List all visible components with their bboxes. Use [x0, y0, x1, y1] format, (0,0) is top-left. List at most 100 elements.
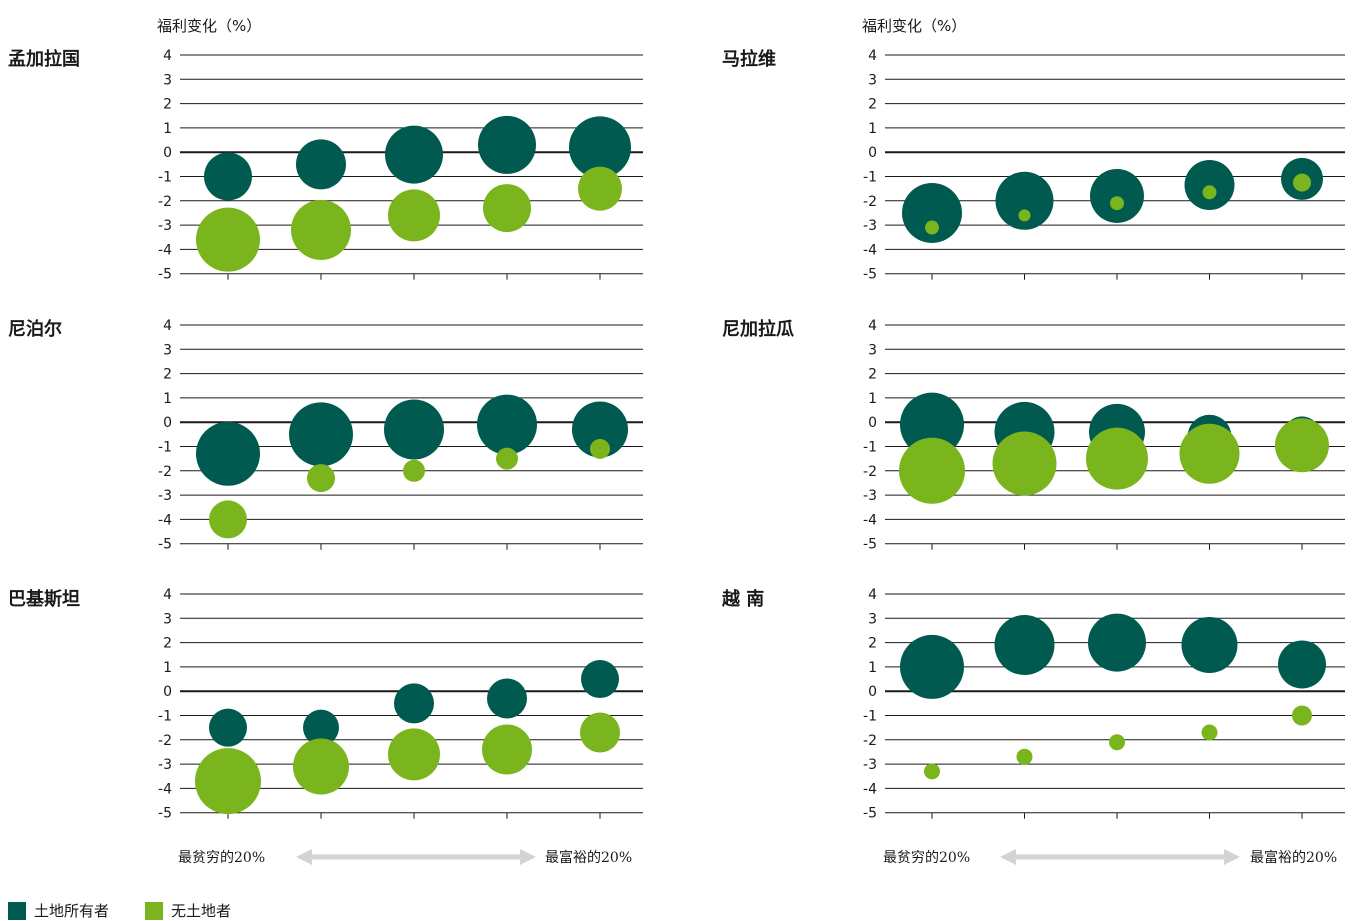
- y-tick-label: 1: [163, 121, 172, 137]
- poorest-label: 最贫穷的20%: [883, 850, 970, 866]
- y-tick-label: -2: [863, 733, 877, 749]
- landless-bubble: [403, 459, 425, 482]
- landowner-bubble: [384, 399, 444, 460]
- y-tick-label: -4: [158, 512, 172, 528]
- landowner-bubble: [394, 683, 434, 724]
- y-tick-label: -5: [863, 267, 877, 283]
- y-tick-label: 2: [163, 97, 172, 113]
- landless-bubble: [925, 220, 939, 235]
- y-tick-label: -1: [863, 440, 877, 456]
- y-tick-label: 2: [868, 367, 877, 383]
- y-tick-label: -1: [863, 170, 877, 186]
- landless-bubble: [195, 748, 261, 815]
- landowner-bubble: [900, 634, 964, 699]
- y-tick-label: 2: [868, 636, 877, 652]
- y-tick-label: 3: [163, 342, 172, 358]
- y-tick-label: -1: [158, 170, 172, 186]
- chart-panel: 巴基斯坦 4 3 2 1 0 -1 -2 -3 -4 -5: [8, 587, 643, 822]
- y-tick-label: -4: [863, 512, 877, 528]
- y-tick-label: -1: [158, 709, 172, 725]
- arrow-right-head: [520, 849, 536, 865]
- y-tick-label: -2: [158, 733, 172, 749]
- chart-panel: 越 南 4 3 2 1 0 -1 -2 -3 -4 -5: [721, 587, 1345, 822]
- legend-label-landowner: 土地所有者: [34, 902, 110, 920]
- legend-swatch-landowner: [8, 901, 26, 920]
- y-tick-label: 4: [163, 587, 172, 603]
- landowner-bubble: [385, 125, 443, 184]
- landless-bubble: [578, 166, 622, 211]
- y-tick-label: -3: [863, 218, 877, 234]
- panel-title: 尼加拉瓜: [722, 318, 794, 340]
- legend-item-landowner: 土地所有者: [8, 900, 109, 921]
- landless-bubble: [899, 437, 965, 504]
- y-tick-label: -4: [863, 242, 877, 258]
- bubble-chart-grid: 孟加拉国 福利变化（%） 4 3 2 1 0 -1 -2 -3 -4 -5 马拉维 福利变化（%） 4 3 2 1…: [8, 17, 1345, 866]
- panel-title: 马拉维: [722, 48, 776, 70]
- landless-bubble: [590, 438, 610, 459]
- arrow-right-head: [1224, 849, 1240, 865]
- y-tick-label: -4: [863, 781, 877, 797]
- landowner-bubble: [196, 421, 260, 486]
- y-tick-label: -4: [158, 781, 172, 797]
- richest-label: 最富裕的20%: [545, 849, 632, 866]
- landowner-bubble: [1090, 168, 1144, 223]
- y-tick-label: 4: [868, 587, 877, 603]
- y-tick-label: -2: [158, 194, 172, 210]
- y-tick-label: -5: [158, 267, 172, 283]
- landless-bubble: [293, 738, 349, 795]
- landowner-bubble: [289, 402, 353, 467]
- landless-bubble: [388, 189, 440, 242]
- landless-bubble: [291, 199, 351, 260]
- panel-title: 尼泊尔: [8, 318, 62, 340]
- y-tick-label: 0: [868, 684, 877, 700]
- y-tick-label: 1: [163, 660, 172, 676]
- landless-bubble: [1201, 724, 1218, 741]
- y-tick-label: 2: [868, 97, 877, 113]
- y-tick-label: 1: [868, 660, 877, 676]
- chart-panel: 尼加拉瓜 4 3 2 1 0 -1 -2 -3 -4 -5: [722, 318, 1345, 553]
- landowner-bubble: [204, 152, 252, 201]
- landless-bubble: [1179, 423, 1240, 484]
- y-tick-label: -3: [863, 488, 877, 504]
- y-tick-label: 0: [868, 145, 877, 161]
- y-tick-label: -5: [158, 537, 172, 553]
- panel-title: 孟加拉国: [8, 48, 80, 70]
- legend: 土地所有者 无土地者: [8, 900, 231, 921]
- y-tick-label: 4: [163, 48, 172, 64]
- y-tick-label: 0: [163, 415, 172, 431]
- landowner-bubble: [296, 139, 346, 190]
- y-tick-label: 3: [163, 72, 172, 88]
- landless-bubble: [482, 724, 532, 775]
- y-axis-label: 福利变化（%）: [157, 17, 261, 35]
- chart-panel: 尼泊尔 4 3 2 1 0 -1 -2 -3 -4 -5: [8, 318, 643, 553]
- landless-bubble: [580, 712, 620, 753]
- landowner-bubble: [487, 678, 527, 719]
- landless-bubble: [1086, 427, 1148, 490]
- landless-bubble: [1293, 173, 1311, 192]
- y-tick-label: 4: [868, 318, 877, 334]
- y-tick-label: -2: [863, 194, 877, 210]
- landowner-bubble: [994, 615, 1055, 676]
- landowner-bubble: [569, 116, 631, 179]
- landowner-bubble: [1088, 613, 1146, 672]
- landowner-bubble: [900, 392, 964, 457]
- arrow-left-head: [296, 849, 312, 865]
- landowner-bubble: [303, 709, 339, 746]
- landowner-bubble: [478, 115, 536, 174]
- chart-panel: 马拉维 福利变化（%） 4 3 2 1 0 -1 -2 -3 -4 -5: [722, 17, 1345, 283]
- y-tick-label: 4: [868, 48, 877, 64]
- landless-bubble: [1018, 209, 1031, 222]
- poorest-label: 最贫穷的20%: [178, 850, 265, 866]
- richest-label: 最富裕的20%: [1250, 849, 1337, 866]
- legend-swatch-landless: [145, 901, 164, 920]
- landless-bubble: [924, 763, 940, 780]
- landless-bubble: [196, 207, 260, 272]
- y-tick-label: 3: [868, 611, 877, 627]
- landowner-bubble: [581, 660, 619, 699]
- y-tick-label: 2: [163, 636, 172, 652]
- landless-bubble: [1202, 185, 1217, 200]
- landowner-bubble: [1181, 617, 1238, 674]
- landowner-bubble: [1278, 640, 1326, 689]
- y-tick-label: 0: [163, 684, 172, 700]
- y-tick-label: 3: [868, 72, 877, 88]
